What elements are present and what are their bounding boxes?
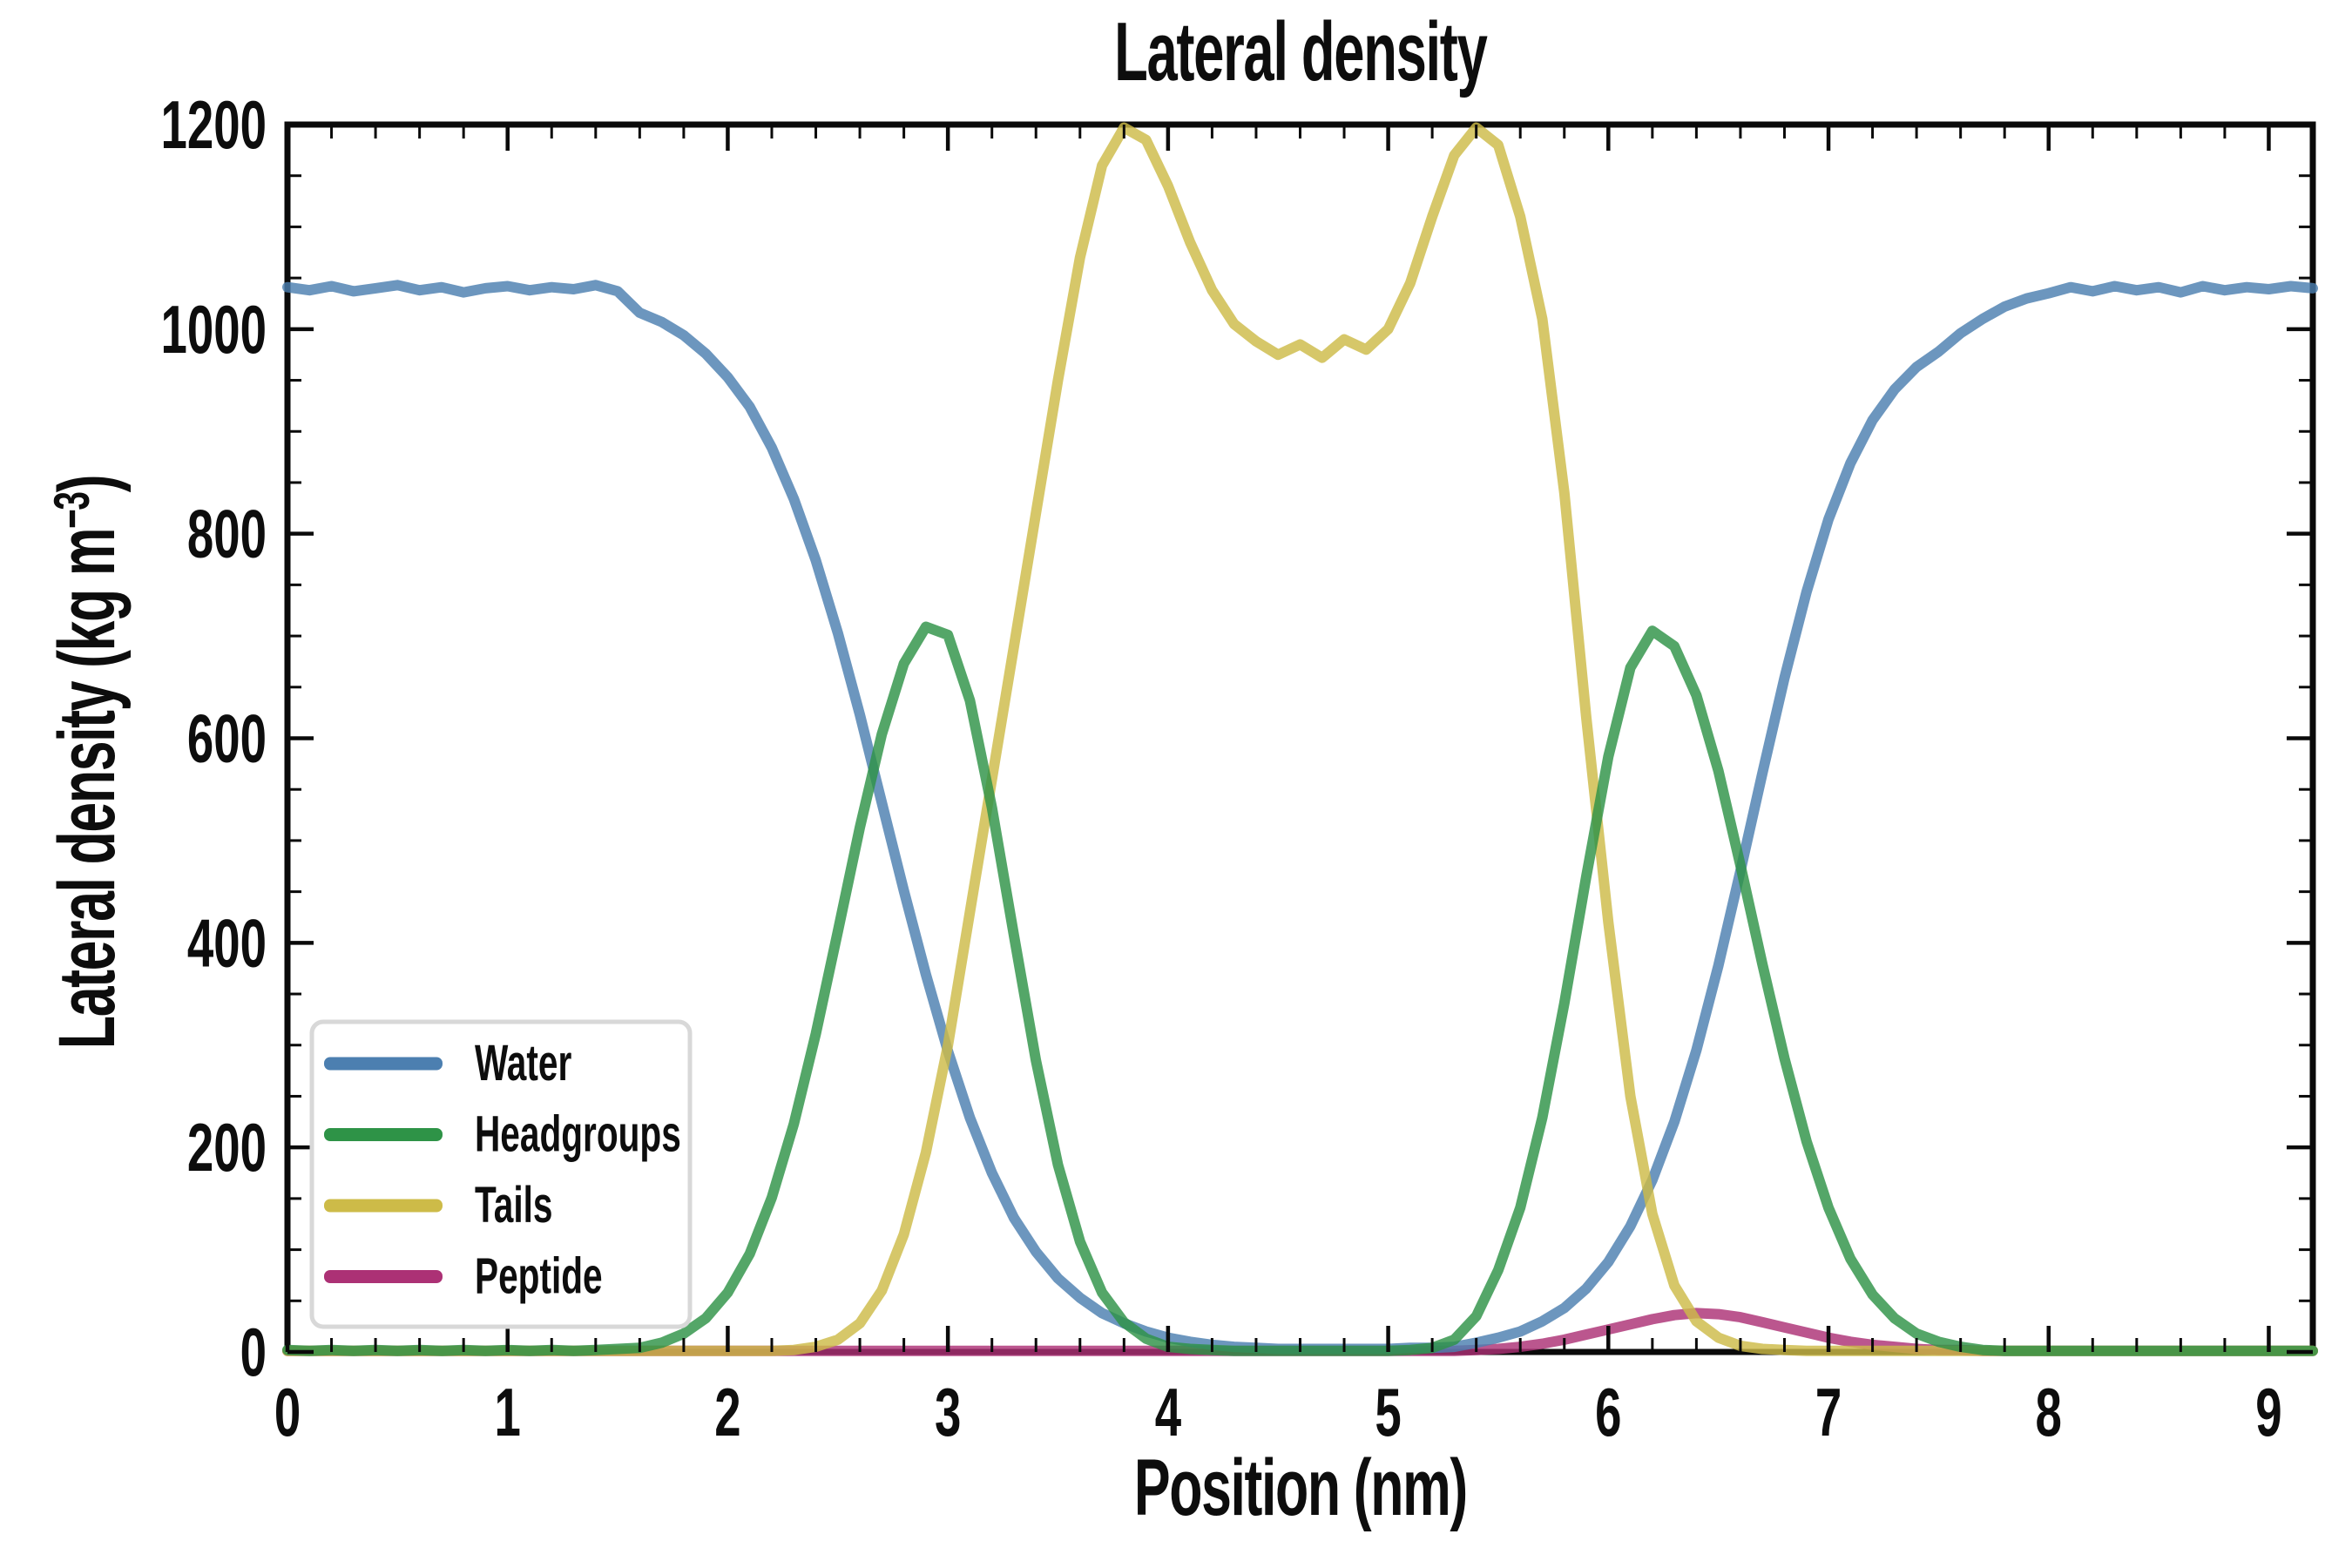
svg-text:7: 7 bbox=[1815, 1375, 1842, 1450]
svg-text:9: 9 bbox=[2255, 1375, 2281, 1450]
legend-swatch-water bbox=[324, 1057, 443, 1071]
legend-item-water: Water bbox=[324, 1035, 571, 1092]
x-tick-label: 3 bbox=[935, 1375, 961, 1450]
y-tick-label: 1200 bbox=[161, 87, 267, 163]
svg-text:8: 8 bbox=[2036, 1375, 2062, 1450]
svg-text:0: 0 bbox=[274, 1375, 301, 1450]
y-tick-label: 400 bbox=[187, 906, 267, 982]
y-tick-label: 200 bbox=[187, 1111, 267, 1186]
svg-text:Headgroups: Headgroups bbox=[475, 1105, 681, 1162]
legend-item-tails: Tails bbox=[324, 1177, 552, 1233]
y-axis-label: Lateral density (kg m−3) bbox=[43, 476, 132, 1049]
tick-labels: 0 1 2 3 4 5 6 7 8 9 0 200 400 600 800 1000 1200 bbox=[161, 87, 2282, 1450]
legend-label: Headgroups bbox=[475, 1105, 681, 1162]
x-tick-label: 4 bbox=[1155, 1375, 1182, 1450]
x-tick-label: 8 bbox=[2036, 1375, 2062, 1450]
y-tick-label: 0 bbox=[240, 1315, 267, 1390]
svg-text:0: 0 bbox=[240, 1315, 267, 1390]
axis-ticks bbox=[285, 122, 2313, 1355]
svg-text:5: 5 bbox=[1375, 1375, 1401, 1450]
y-tick-label: 1000 bbox=[161, 292, 267, 368]
svg-text:800: 800 bbox=[187, 497, 267, 572]
chart-title-text: Lateral density bbox=[1113, 5, 1488, 98]
svg-text:4: 4 bbox=[1155, 1375, 1182, 1450]
x-tick-label: 5 bbox=[1375, 1375, 1401, 1450]
legend-swatch-peptide bbox=[324, 1270, 443, 1283]
svg-text:2: 2 bbox=[714, 1375, 740, 1450]
y-tick-label: 800 bbox=[187, 497, 267, 572]
y-axis-label-close: ) bbox=[43, 475, 132, 493]
svg-text:1000: 1000 bbox=[161, 292, 267, 368]
x-tick-label: 7 bbox=[1815, 1375, 1842, 1450]
svg-text:Peptide: Peptide bbox=[475, 1247, 603, 1304]
legend-label: Water bbox=[475, 1035, 571, 1092]
x-axis-label: Position (nm) bbox=[287, 1448, 2313, 1528]
svg-text:6: 6 bbox=[1595, 1375, 1621, 1450]
legend-swatch-headgroups bbox=[324, 1128, 443, 1141]
x-tick-label: 2 bbox=[714, 1375, 740, 1450]
legend-label: Peptide bbox=[475, 1247, 603, 1304]
y-axis-label-main: Lateral density (kg m bbox=[43, 528, 132, 1050]
legend-label: Tails bbox=[475, 1177, 552, 1233]
x-tick-label: 0 bbox=[274, 1375, 301, 1450]
x-tick-label: 1 bbox=[495, 1375, 521, 1450]
legend-item-peptide: Peptide bbox=[324, 1247, 603, 1304]
legend-box bbox=[309, 1019, 693, 1329]
svg-text:400: 400 bbox=[187, 906, 267, 982]
svg-text:3: 3 bbox=[935, 1375, 961, 1450]
y-tick-label: 600 bbox=[187, 701, 267, 777]
svg-text:Tails: Tails bbox=[475, 1177, 552, 1233]
y-axis-label-superscript: −3 bbox=[44, 492, 101, 529]
x-tick-label: 6 bbox=[1595, 1375, 1621, 1450]
svg-text:1200: 1200 bbox=[161, 87, 267, 163]
page-title: Lateral density bbox=[287, 5, 2313, 98]
svg-text:Water: Water bbox=[475, 1035, 571, 1092]
legend-item-headgroups: Headgroups bbox=[324, 1105, 681, 1162]
x-axis-label-text: Position (nm) bbox=[1133, 1443, 1468, 1532]
svg-text:1: 1 bbox=[495, 1375, 521, 1450]
svg-text:600: 600 bbox=[187, 701, 267, 777]
legend: Water Headgroups Tails Peptide bbox=[309, 1019, 693, 1329]
svg-text:200: 200 bbox=[187, 1111, 267, 1186]
x-tick-label: 9 bbox=[2255, 1375, 2281, 1450]
legend-swatch-tails bbox=[324, 1199, 443, 1213]
